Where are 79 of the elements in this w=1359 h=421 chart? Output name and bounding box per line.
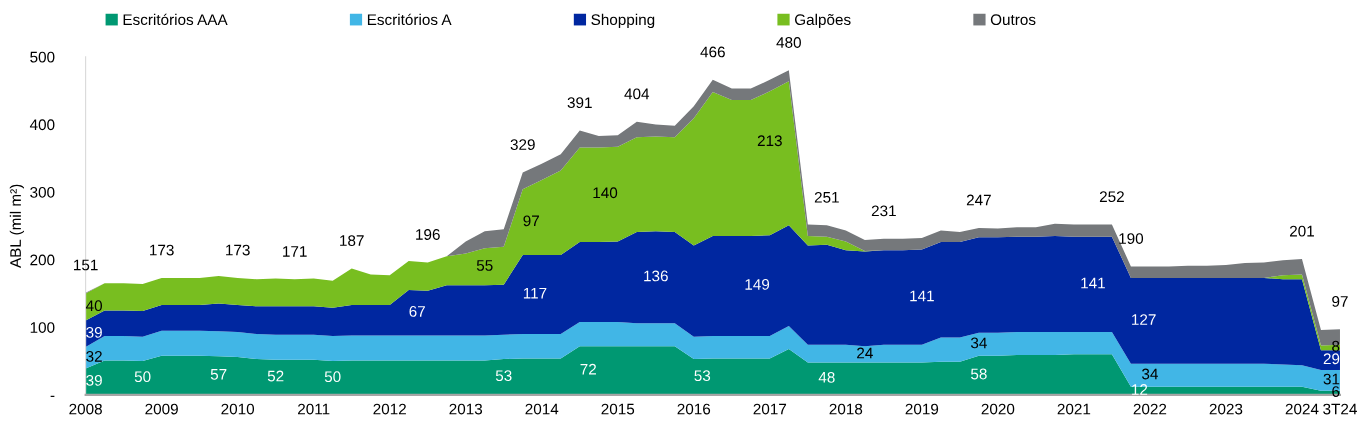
- legend-label: Outros: [990, 14, 1036, 26]
- legend-label: Escritórios A: [367, 13, 452, 26]
- data-label: 213: [757, 135, 782, 147]
- legend-label: Galpões: [794, 13, 851, 29]
- y-tick-label: -: [50, 395, 55, 397]
- total-label: 252: [1099, 191, 1124, 203]
- legend-label: Escritórios AAA: [123, 13, 228, 26]
- data-label: 34: [1142, 368, 1158, 380]
- data-label: 50: [324, 371, 341, 383]
- data-label: 48: [818, 371, 835, 383]
- total-label: 251: [814, 191, 839, 203]
- x-tick-label: 2013: [449, 403, 483, 415]
- data-label: 50: [134, 371, 151, 383]
- data-label: 72: [580, 363, 596, 375]
- total-label: 190: [1119, 233, 1144, 244]
- data-label: 12: [1132, 384, 1148, 395]
- total-label: 196: [416, 229, 440, 240]
- data-label: 58: [970, 368, 987, 380]
- total-label: 480: [776, 37, 801, 48]
- y-tick-label: 300: [30, 186, 55, 198]
- total-label: 151: [74, 259, 98, 271]
- x-tick-label: 2010: [221, 403, 255, 415]
- x-tick-label: 2014: [525, 403, 559, 415]
- x-tick-label: 2016: [677, 403, 711, 415]
- data-label: 141: [910, 290, 934, 302]
- y-tick-label: 400: [29, 119, 55, 131]
- total-label: 201: [1289, 225, 1314, 237]
- total-label: 187: [340, 235, 364, 246]
- x-tick-label: 2011: [298, 403, 330, 415]
- data-label: 57: [210, 369, 227, 380]
- x-tick-label: 2019: [905, 403, 939, 415]
- x-tick-label: 2009: [145, 403, 178, 415]
- total-label: 171: [283, 246, 307, 257]
- data-label: 53: [495, 370, 512, 382]
- total-label: 97: [1332, 296, 1348, 307]
- total-label: 466: [700, 46, 725, 58]
- x-tick-label: 2021: [1057, 403, 1091, 415]
- data-label: 29: [1323, 353, 1340, 365]
- data-label: 34: [970, 337, 987, 349]
- x-tick-label: 2017: [753, 403, 787, 415]
- x-tick-label: 2020: [981, 403, 1015, 415]
- x-tick-label: 2022: [1133, 403, 1167, 415]
- data-label: 136: [644, 270, 668, 282]
- total-label: 247: [966, 194, 991, 206]
- x-tick-label: 2015: [601, 403, 635, 415]
- data-label: 40: [85, 300, 103, 312]
- total-label: 391: [567, 97, 592, 109]
- data-label: 97: [523, 215, 539, 227]
- data-label: 55: [476, 260, 493, 271]
- x-tick-label: 2024: [1285, 403, 1319, 415]
- total-label: 404: [624, 88, 650, 100]
- data-label: 141: [1081, 277, 1105, 289]
- total-label: 329: [510, 139, 535, 150]
- data-label: 117: [523, 287, 547, 299]
- data-label: 52: [267, 370, 284, 382]
- data-label: 149: [745, 278, 770, 290]
- x-tick-label: 2023: [1209, 403, 1243, 415]
- x-tick-label: 2008: [69, 403, 102, 415]
- x-tick-label: 2012: [373, 403, 406, 415]
- total-label: 173: [226, 244, 250, 256]
- data-label: 31: [1323, 373, 1340, 385]
- total-label: 231: [871, 205, 896, 217]
- data-label: 39: [86, 375, 102, 386]
- data-label: 39: [86, 326, 102, 338]
- total-label: 173: [150, 244, 174, 256]
- data-label: 67: [409, 306, 425, 317]
- y-tick-label: 500: [30, 51, 55, 63]
- data-label: 140: [593, 187, 618, 199]
- x-tick-label: 2018: [829, 403, 863, 415]
- x-tick-label: 3T24: [1323, 403, 1357, 415]
- data-label: 53: [694, 370, 711, 382]
- y-tick-label: 200: [30, 254, 55, 266]
- data-label: 32: [86, 350, 102, 362]
- legend-label: Shopping: [591, 13, 655, 29]
- y-tick-label: 100: [30, 322, 55, 333]
- y-axis-title: ABL (mil m²): [9, 184, 25, 268]
- data-label: 127: [1132, 314, 1156, 325]
- data-label: 8: [1332, 340, 1340, 352]
- data-label: 24: [857, 347, 873, 359]
